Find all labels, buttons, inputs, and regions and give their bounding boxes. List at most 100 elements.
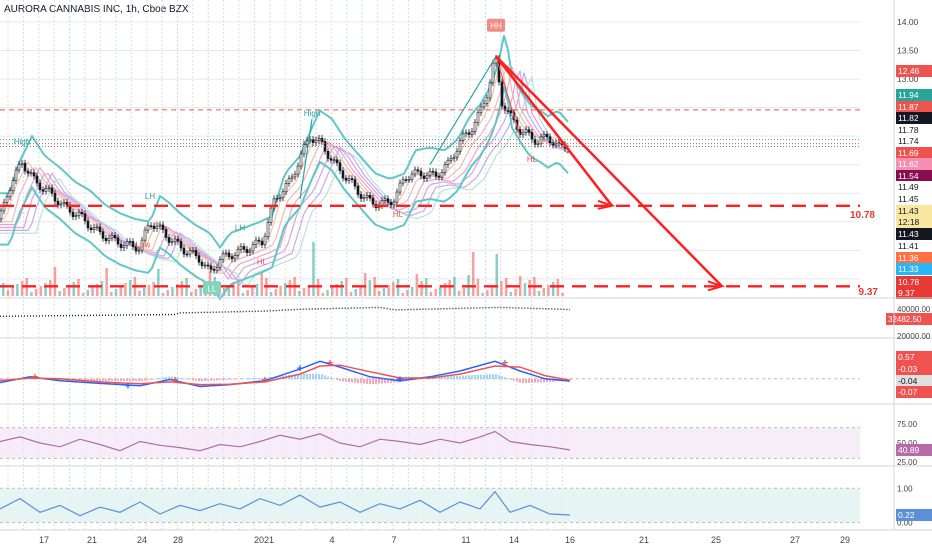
ma-ribbon-line — [0, 72, 569, 286]
candle — [353, 179, 357, 187]
histogram-bar — [351, 378, 353, 383]
volume-bar — [340, 281, 343, 296]
candle — [266, 222, 270, 237]
price-badge-label: 12:18 — [898, 217, 920, 227]
candle — [197, 255, 201, 263]
histogram-bar — [345, 378, 347, 382]
candle — [191, 250, 195, 252]
candle — [530, 132, 534, 140]
candle — [122, 245, 126, 248]
candle — [482, 102, 486, 108]
volume-bar — [551, 282, 555, 296]
volume-bar — [378, 291, 381, 296]
candle — [356, 185, 360, 195]
price-badge-label: 11.45 — [898, 194, 919, 204]
histogram-bar — [294, 374, 296, 380]
x-tick-label: 4 — [329, 535, 334, 545]
histogram-bar — [321, 374, 323, 380]
price-badge-label: 11.41 — [898, 241, 919, 251]
price-badge-label: 11.69 — [898, 148, 919, 158]
histogram-bar — [381, 378, 383, 384]
candle — [476, 112, 480, 123]
volume-bar — [500, 281, 503, 296]
histogram-bar — [213, 378, 215, 381]
volume-bar — [298, 291, 301, 296]
price-badge — [896, 228, 932, 240]
histogram-bar — [423, 378, 425, 380]
candle — [155, 225, 159, 229]
cross-marker: + — [327, 357, 333, 369]
histogram-bar — [312, 373, 314, 380]
candle — [116, 237, 120, 245]
candle — [404, 179, 408, 181]
cross-marker: + — [125, 381, 131, 393]
bollinger-upper — [0, 35, 569, 250]
volume-bar — [284, 283, 287, 296]
histogram-bar — [540, 378, 542, 383]
volume-bar — [481, 293, 484, 296]
candle — [368, 195, 372, 199]
candle — [149, 225, 153, 227]
histogram-bar — [120, 378, 122, 381]
candle — [263, 235, 267, 246]
volume-bar — [302, 288, 306, 296]
histogram-bar — [87, 378, 89, 381]
price-badge — [896, 135, 932, 147]
price-badge-label: 0.22 — [898, 510, 915, 520]
histogram-bar — [537, 378, 539, 383]
cumulative-line — [0, 306, 571, 317]
oscillator-line — [0, 490, 571, 517]
volume-bar — [274, 289, 278, 296]
volume-bar — [63, 288, 66, 296]
candle — [284, 182, 288, 193]
price-badge — [896, 240, 932, 252]
candle — [173, 238, 177, 242]
candle — [314, 140, 318, 143]
volume-bar — [401, 293, 404, 296]
y-tick-label: 1.00 — [897, 484, 913, 493]
volume-bar — [138, 291, 141, 296]
candle — [89, 227, 93, 231]
price-badge-label: 10.78 — [898, 277, 920, 287]
x-tick-label: 14 — [509, 535, 519, 545]
candle — [467, 132, 471, 135]
candle — [425, 175, 429, 179]
candle — [299, 153, 303, 167]
candle — [17, 164, 21, 171]
x-tick-label: 28 — [173, 535, 183, 545]
price-badge — [896, 216, 932, 228]
price-badge — [896, 170, 932, 182]
histogram-bar — [486, 374, 488, 380]
histogram-bar — [522, 378, 524, 384]
cross-marker: + — [172, 375, 178, 387]
candle — [455, 150, 459, 158]
volume-bar — [152, 282, 155, 296]
swing-label: HL — [257, 258, 268, 267]
histogram-bar — [291, 374, 293, 380]
candle — [491, 62, 495, 84]
histogram-bar — [255, 378, 257, 380]
volume-bar — [237, 279, 240, 296]
histogram-bar — [438, 377, 440, 380]
candle — [296, 165, 300, 175]
histogram-bar — [192, 378, 194, 381]
histogram-bar — [234, 378, 236, 380]
histogram-bar — [225, 378, 227, 380]
price-badge — [896, 65, 932, 77]
candle — [329, 158, 333, 161]
histogram-bar — [141, 378, 143, 382]
histogram-bar — [417, 378, 419, 380]
volume-bar — [171, 287, 174, 296]
volume-bar — [110, 292, 113, 296]
volume-bar — [363, 273, 367, 296]
price-badge-label: 11.33 — [898, 264, 919, 274]
volume-bar — [49, 280, 52, 296]
candle — [206, 264, 210, 267]
candle — [440, 172, 444, 178]
price-badge-label: 11.94 — [898, 90, 919, 100]
volume-bar — [354, 289, 357, 296]
price-badge-label: 11.43 — [898, 229, 919, 239]
histogram-bar — [276, 376, 278, 380]
swing-label: High — [304, 109, 320, 118]
